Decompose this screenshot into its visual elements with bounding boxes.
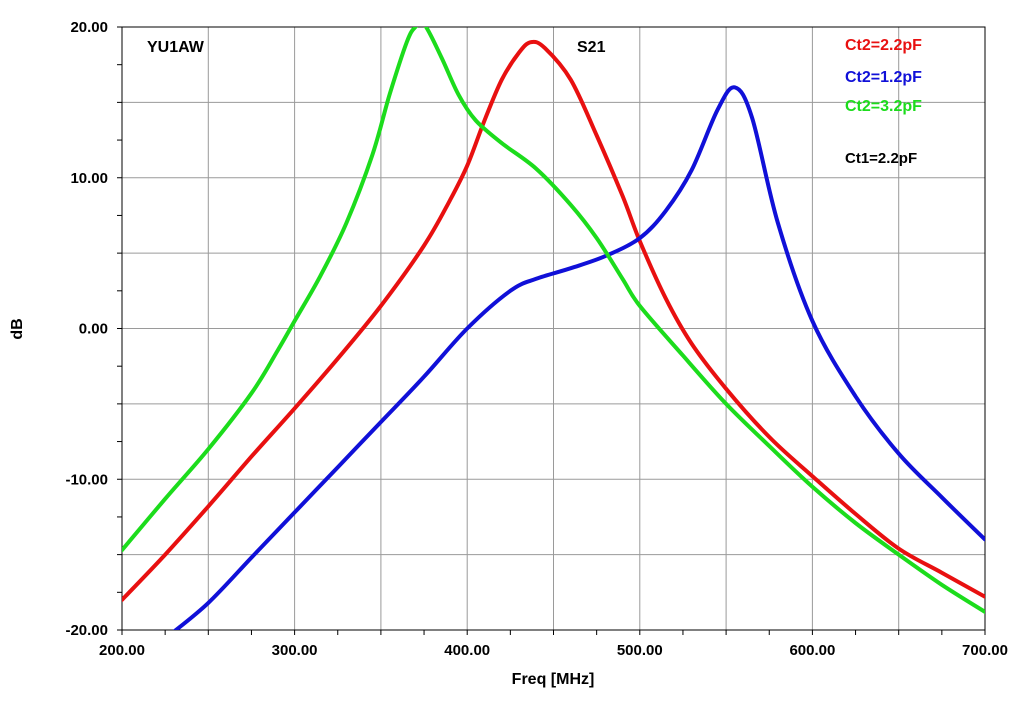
parameter-annotation: Ct1=2.2pF	[845, 150, 917, 167]
y-axis-title: dB	[9, 318, 26, 339]
series-line-2	[172, 85, 985, 630]
y-tick-label: 20.00	[70, 19, 108, 36]
x-tick-label: 300.00	[272, 642, 318, 659]
x-tick-label: 400.00	[444, 642, 490, 659]
minor-ticks	[117, 26, 986, 635]
y-tick-labels: -20.00 -10.00 0.00 10.00 20.00	[65, 19, 108, 639]
series-line-1	[122, 39, 985, 602]
legend-entry-ct2-1-2pf: Ct2=1.2pF	[845, 69, 922, 86]
legend-entry-ct2-2-2pf: Ct2=2.2pF	[845, 37, 922, 54]
x-tick-labels: 200.00 300.00 400.00 500.00 600.00 700.00	[99, 642, 1008, 659]
chart-title: S21	[577, 39, 606, 56]
y-tick-label: 10.00	[70, 170, 108, 187]
series-group	[122, 27, 985, 630]
x-axis-title: Freq [MHz]	[512, 671, 595, 688]
legend: Ct2=2.2pF Ct2=1.2pF Ct2=3.2pF	[845, 37, 922, 115]
legend-entry-ct2-3-2pf: Ct2=3.2pF	[845, 98, 922, 115]
plot-frame	[121, 26, 986, 631]
series-line-3	[122, 27, 985, 614]
x-tick-label: 200.00	[99, 642, 145, 659]
author-annotation: YU1AW	[147, 39, 205, 56]
x-tick-label: 600.00	[789, 642, 835, 659]
y-tick-label: -20.00	[65, 622, 108, 639]
y-tick-label: 0.00	[79, 321, 108, 338]
grid	[122, 27, 985, 630]
x-tick-label: 500.00	[617, 642, 663, 659]
y-tick-label: -10.00	[65, 471, 108, 488]
x-tick-label: 700.00	[962, 642, 1008, 659]
